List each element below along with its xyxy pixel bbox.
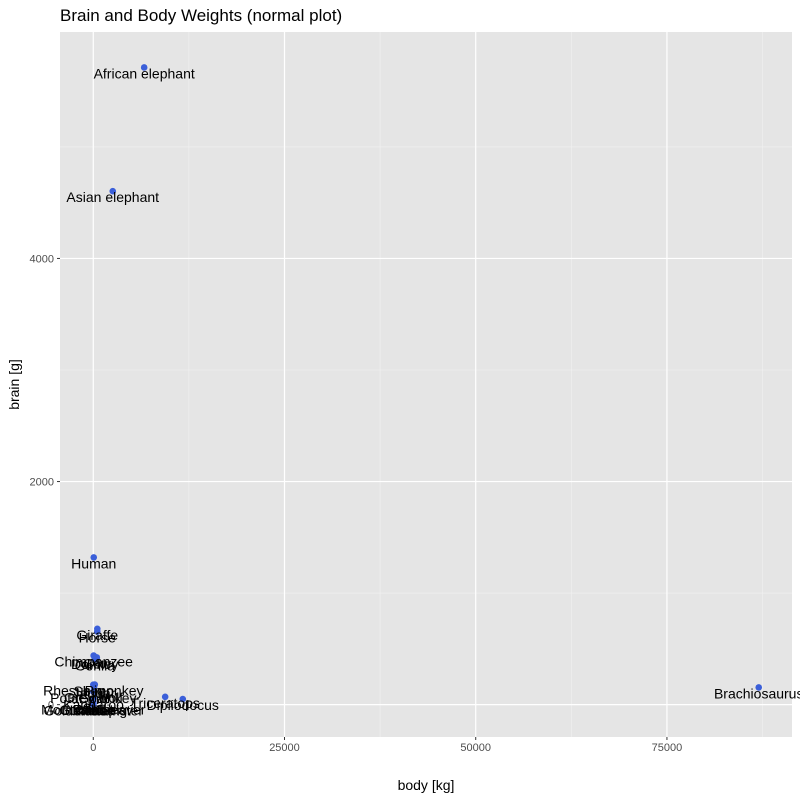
scatter-point [161,693,169,701]
point-label: Cat [82,700,104,716]
x-tick-label: 25000 [269,742,300,754]
x-tick-label: 50000 [460,742,491,754]
point-label: Chimpanzee [54,654,133,670]
x-tick-label: 0 [90,742,96,754]
scatter-point [94,625,101,633]
point-label: Donkey [71,656,118,672]
y-tick-label: 2000 [30,477,54,489]
chart-title: Brain and Body Weights (normal plot) [60,6,342,25]
point-label: Kangaroo [63,696,124,712]
scatter-point [89,701,97,708]
scatter-point [90,695,97,702]
point-label: Mountain beaver [41,702,146,718]
point-label: Rhesus monkey [43,683,143,699]
scatter-point [90,554,98,561]
point-label: Asian elephant [66,189,159,205]
point-label: Rat [82,702,104,718]
point-label: Mole [78,702,109,718]
x-tick-label: 75000 [652,742,683,754]
data-points [89,64,763,708]
point-label: Grey wolf [64,689,123,705]
point-label: Guinea pig [59,702,127,718]
y-axis-ticks: 0 2000 4000 [30,253,60,712]
point-label: Goat [78,690,108,706]
y-axis-title: brain [g] [6,359,22,410]
point-label: Golden hamster [43,703,143,719]
scatter-point [91,681,99,688]
point-label: African elephant [94,65,195,81]
scatter-point [755,684,763,691]
point-label: Jaguar [73,685,116,701]
major-gridlines [60,32,792,737]
point-label: Potar monkey [50,690,136,706]
point-label: Sheep [73,683,114,699]
point-label: Triceratops [130,695,200,711]
point-label: Brachiosaurus [714,685,800,701]
point-labels-clipped: Brachiosaurus [714,685,800,701]
y-tick-label: 0 [48,700,54,712]
point-label: Human [71,555,116,571]
point-label: Horse [79,630,117,646]
x-axis-ticks: 0 25000 50000 75000 [90,737,682,754]
scatter-point [179,695,187,703]
point-label: Gorilla [75,657,116,673]
point-label: Rabbit [73,701,114,717]
scatter-point [90,652,97,659]
point-label: Mouse [72,703,114,719]
plot-panel [60,32,792,737]
y-tick-label: 4000 [30,253,54,265]
point-label: Pig [85,683,105,699]
x-axis-title: body [kg] [398,777,455,793]
point-label: Cow [83,655,112,671]
point-label: Dipliodocus [147,697,219,713]
minor-gridlines [60,32,792,737]
scatter-point [140,64,148,71]
point-label: Giraffe [76,627,118,643]
scatter-point [109,187,117,195]
